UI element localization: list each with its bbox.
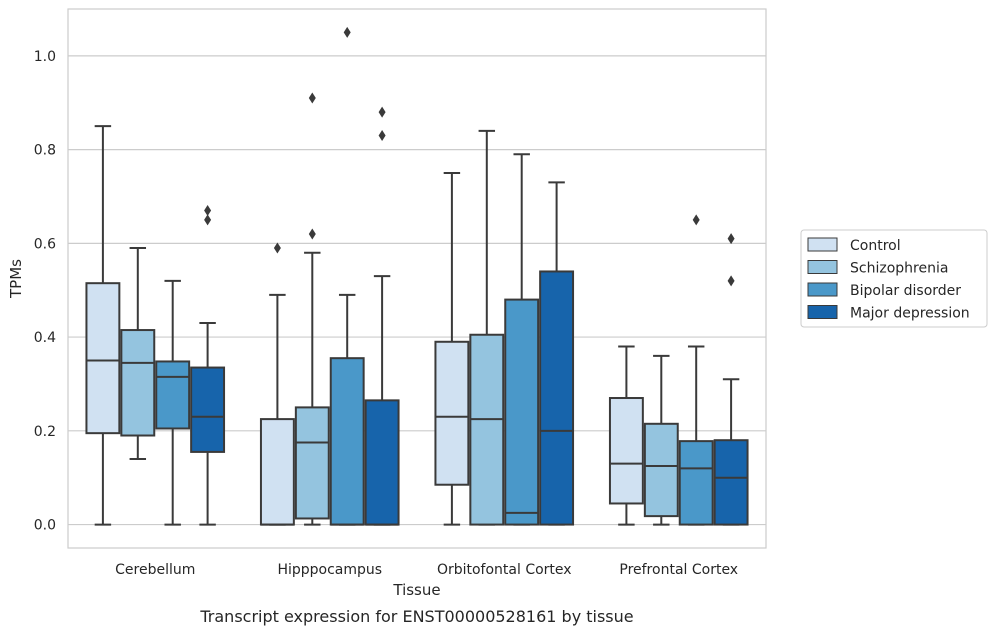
plot-frame: [67, 8, 767, 549]
outlier-point: [204, 205, 212, 217]
y-tick-label: 1.0: [34, 49, 56, 65]
outlier-point: [308, 228, 316, 240]
box: [539, 270, 575, 526]
outlier-point: [343, 26, 351, 38]
x-tick-label: Hipppocampus: [277, 562, 382, 578]
box-series: [85, 26, 749, 526]
box: [190, 366, 226, 453]
y-tick-label: 0.0: [34, 518, 56, 534]
y-tick-label: 0.2: [34, 424, 56, 440]
outlier-point: [727, 275, 735, 287]
x-tick-label: Cerebellum: [115, 562, 195, 578]
legend-label: Bipolar disorder: [850, 283, 961, 299]
box: [608, 397, 644, 505]
legend-label: Control: [850, 238, 901, 254]
box: [364, 399, 400, 526]
box: [329, 357, 365, 526]
legend-label: Major depression: [850, 306, 970, 322]
legend-swatch: [807, 237, 838, 252]
legend: Control Schizophrenia Bipolar disorder Majo…: [800, 229, 988, 328]
outlier-point: [204, 214, 212, 226]
chart-caption: Transcript expression for ENST0000052816…: [199, 607, 633, 626]
y-tick-label: 0.4: [34, 330, 56, 346]
outlier-point: [308, 92, 316, 104]
outlier-point: [273, 242, 281, 254]
box: [259, 418, 295, 526]
y-axis-ticks: 0.0 0.2 0.4 0.6 0.8 1.0: [34, 49, 56, 534]
legend-swatch: [807, 260, 838, 274]
x-tick-label: Prefrontal Cortex: [619, 562, 738, 578]
y-tick-label: 0.6: [34, 236, 56, 252]
legend-label: Schizophrenia: [850, 261, 948, 277]
box: [469, 333, 505, 526]
outlier-point: [378, 106, 386, 118]
box: [155, 360, 191, 430]
legend-swatch: [807, 282, 838, 297]
box: [643, 422, 679, 518]
box: [120, 329, 156, 437]
box: [85, 282, 121, 435]
box: [294, 406, 330, 520]
gridlines: [68, 55, 766, 526]
box: [434, 340, 470, 486]
y-tick-label: 0.8: [34, 143, 56, 159]
legend-swatch: [807, 305, 838, 319]
box: [504, 298, 540, 526]
y-axis-label: TPMs: [7, 259, 25, 299]
box: [713, 439, 749, 526]
x-tick-label: Orbitofontal Cortex: [437, 562, 572, 578]
outlier-point: [692, 214, 700, 226]
outlier-point: [378, 130, 386, 142]
x-axis-ticks: Cerebellum Hipppocampus Orbitofontal Corte…: [115, 562, 738, 578]
x-axis-label: Tissue: [392, 581, 440, 599]
box: [678, 440, 714, 526]
legend-frame: [800, 229, 988, 328]
outlier-point: [727, 233, 735, 245]
